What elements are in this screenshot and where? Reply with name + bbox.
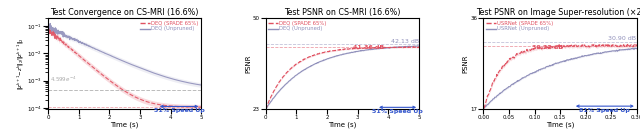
- Text: 41.36 dB: 41.36 dB: [353, 45, 385, 51]
- Title: Test PSNR on Image Super-resolution (×2): Test PSNR on Image Super-resolution (×2): [476, 8, 640, 17]
- Title: Test PSNR on CS-MRI (16.6%): Test PSNR on CS-MRI (16.6%): [284, 8, 401, 17]
- Y-axis label: PSNR: PSNR: [245, 54, 251, 73]
- Text: 51% Speed Up: 51% Speed Up: [372, 109, 423, 114]
- X-axis label: Time (s): Time (s): [111, 122, 139, 128]
- Text: 81% Speed Up: 81% Speed Up: [579, 108, 630, 113]
- Legend: USRNet (SPADE 65%), USRNet (Unpruned): USRNet (SPADE 65%), USRNet (Unpruned): [484, 18, 556, 34]
- Title: Test Convergence on CS-MRI (16.6%): Test Convergence on CS-MRI (16.6%): [51, 8, 199, 17]
- Text: 51% Speed Up: 51% Speed Up: [154, 108, 204, 113]
- Text: $4.599e^{-4}$: $4.599e^{-4}$: [51, 75, 77, 84]
- X-axis label: Time (s): Time (s): [546, 122, 574, 128]
- Text: 42.13 dB: 42.13 dB: [392, 39, 420, 44]
- Y-axis label: PSNR: PSNR: [463, 54, 469, 73]
- Text: 30.22 dB: 30.22 dB: [532, 45, 563, 50]
- Legend: DEQ (SPADE 65%), DEQ (Unpruned): DEQ (SPADE 65%), DEQ (Unpruned): [138, 18, 201, 34]
- Legend: DEQ (SPADE 65%), DEQ (Unpruned): DEQ (SPADE 65%), DEQ (Unpruned): [266, 18, 329, 34]
- Text: 30.90 dB: 30.90 dB: [607, 36, 636, 41]
- X-axis label: Time (s): Time (s): [328, 122, 356, 128]
- Y-axis label: $\|z^{k+1}{-}z^k\|_2/\|z^{k+1}\|_2$: $\|z^{k+1}{-}z^k\|_2/\|z^{k+1}\|_2$: [15, 37, 26, 90]
